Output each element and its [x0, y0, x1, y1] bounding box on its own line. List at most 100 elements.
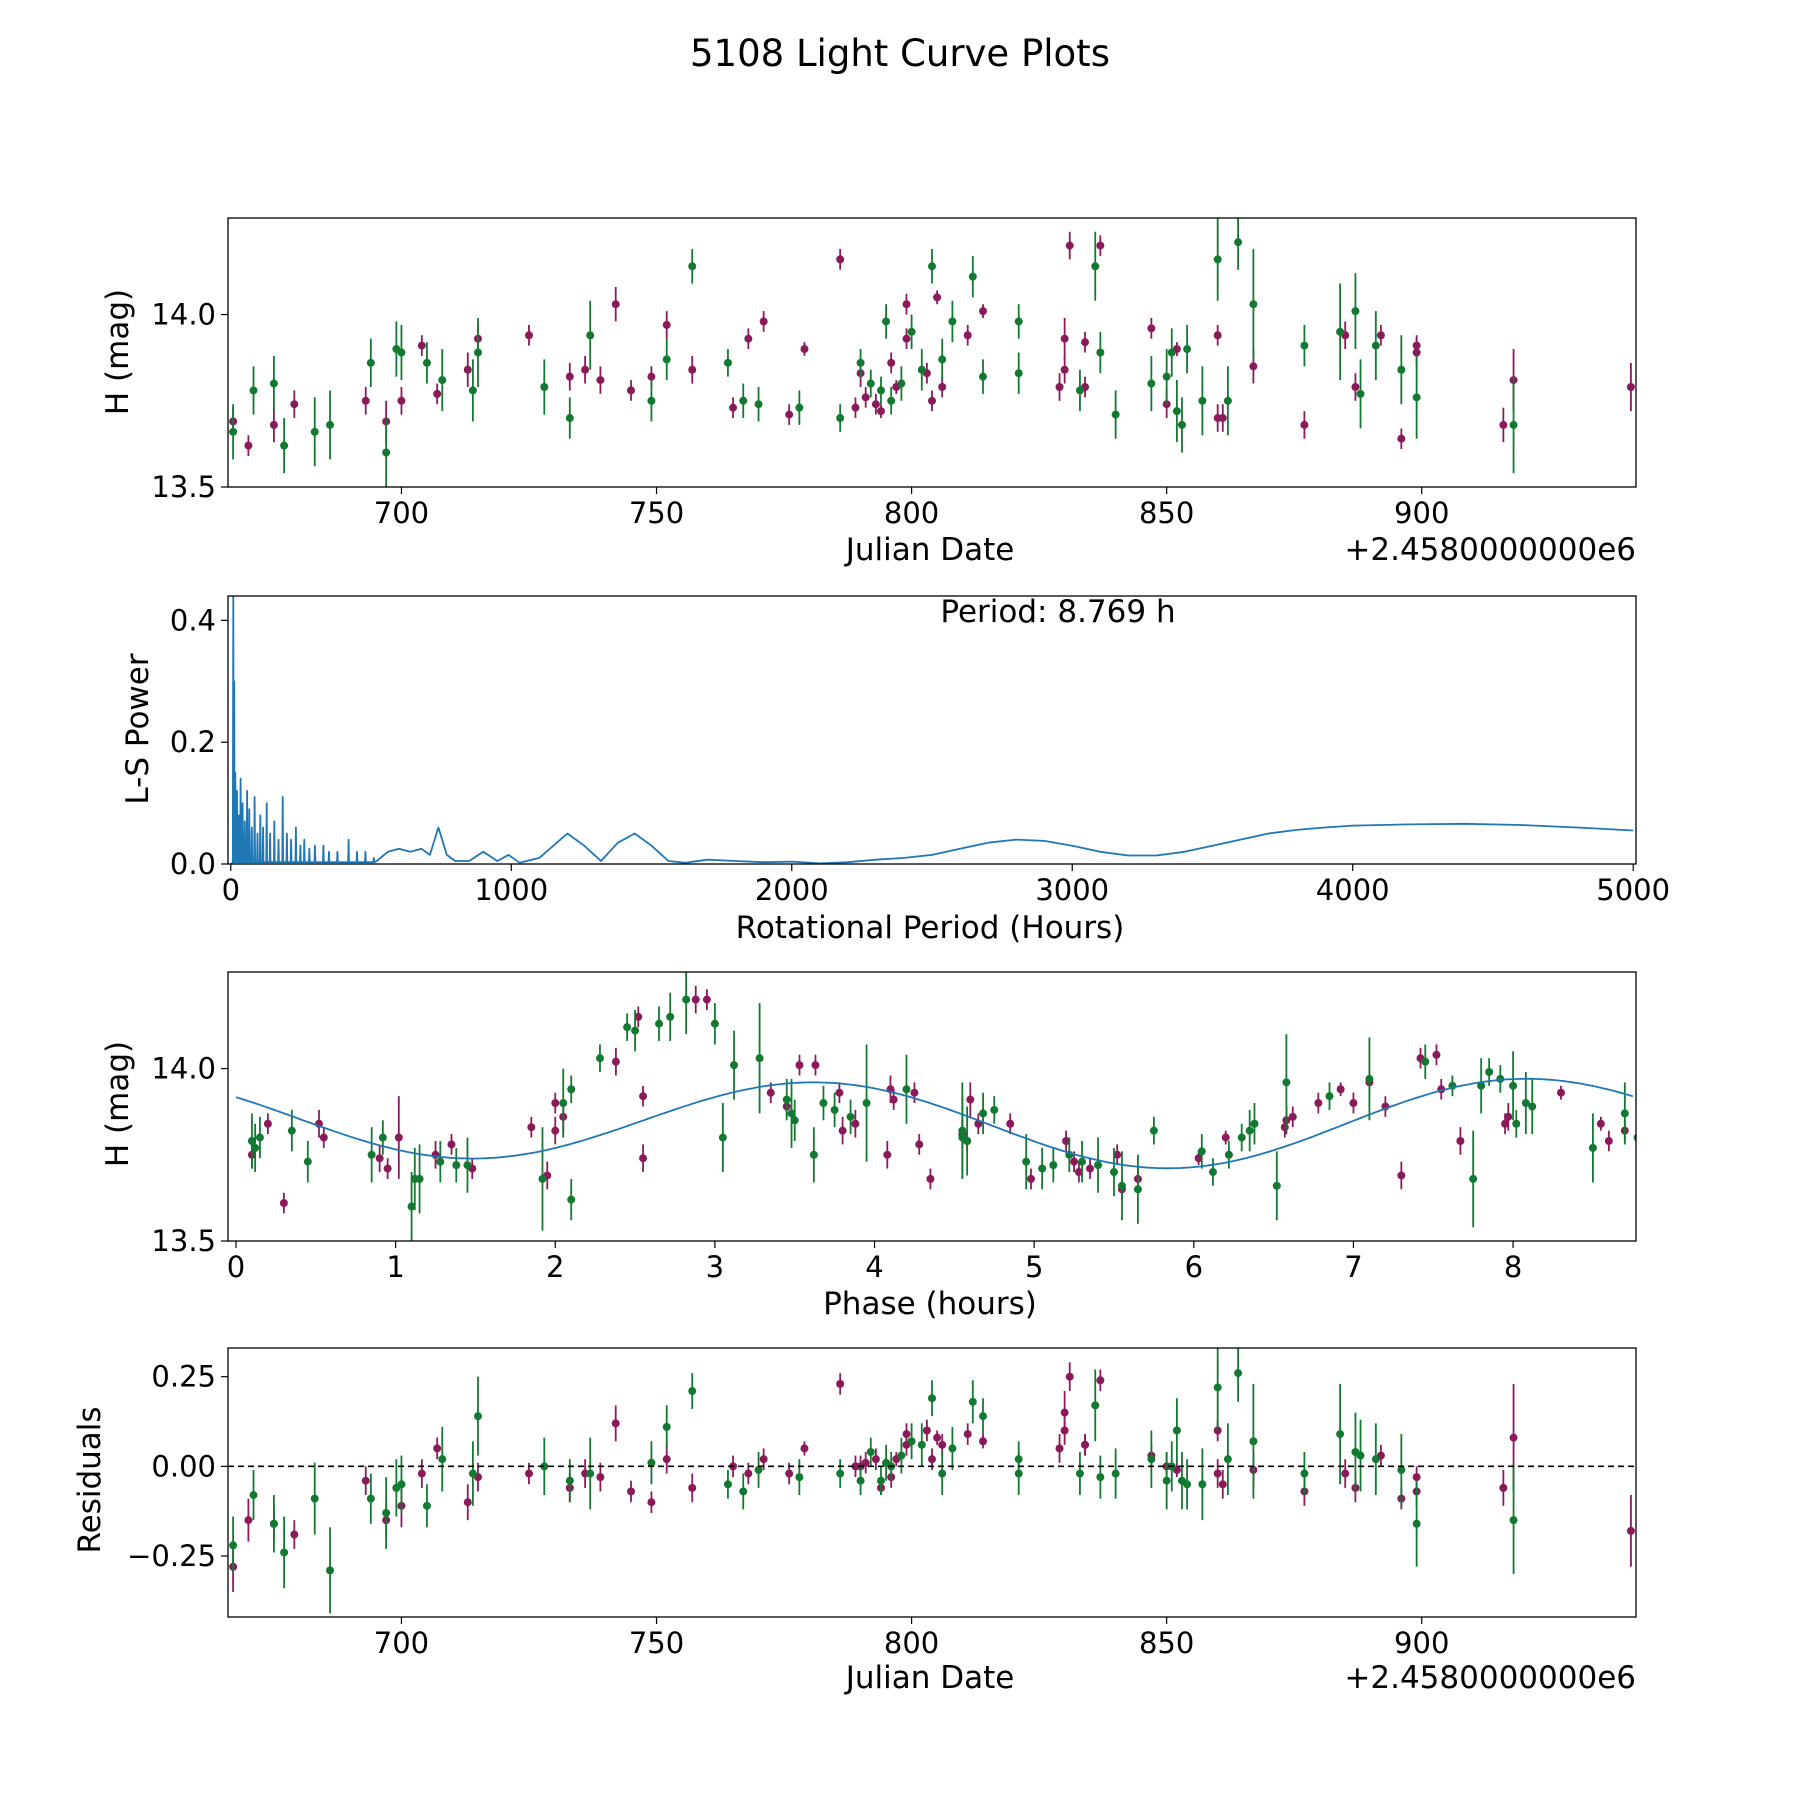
band_b-point	[1421, 1057, 1430, 1066]
band_b-point	[979, 1412, 988, 1421]
band_a-point	[627, 1487, 636, 1496]
band_a-point	[397, 396, 406, 405]
lightcurve-ylabel: H (mag)	[100, 289, 136, 415]
period-annotation: Period: 8.769 h	[940, 594, 1175, 630]
x-tick-label: 7	[1344, 1250, 1362, 1284]
band_a-point	[688, 1483, 697, 1492]
band_b-point	[968, 1397, 977, 1406]
band_a-point	[915, 1140, 924, 1149]
band_b-point	[1469, 1174, 1478, 1183]
band_b-point	[1183, 345, 1192, 354]
band_b-point	[1282, 1078, 1291, 1087]
band_b-point	[310, 1494, 319, 1503]
band_b-point	[1412, 393, 1421, 402]
band_b-point	[1272, 1181, 1281, 1190]
band_b-point	[1509, 1081, 1518, 1090]
periodogram-panel: Rotational Period (Hours) L-S Power Peri…	[120, 594, 1670, 946]
band_b-point	[229, 427, 238, 436]
band_a-point	[1065, 1372, 1074, 1381]
band_b-point	[251, 1143, 260, 1152]
band_a-point	[800, 1444, 809, 1453]
band_a-point	[361, 1476, 370, 1485]
residuals-ylabel: Residuals	[72, 1406, 108, 1553]
band_a-point	[639, 1154, 648, 1163]
band_b-point	[662, 1422, 671, 1431]
periodogram-ylabel: L-S Power	[120, 653, 156, 804]
band_b-point	[1397, 365, 1406, 374]
band_b-point	[846, 1112, 855, 1121]
band_b-point	[1250, 1119, 1259, 1128]
band_a-point	[1376, 331, 1385, 340]
band_a-point	[1070, 1157, 1079, 1166]
band_b-point	[897, 1451, 906, 1460]
band_b-point	[1588, 1143, 1597, 1152]
band_b-point	[928, 262, 936, 271]
band_a-point	[527, 1123, 536, 1132]
figure-title: 5108 Light Curve Plots	[690, 32, 1110, 75]
band_b-point	[538, 1174, 547, 1183]
band_a-point	[851, 403, 860, 412]
band_b-point	[917, 365, 926, 374]
band_b-point	[907, 1437, 916, 1446]
band_b-point	[830, 1105, 839, 1114]
band_b-point	[1234, 238, 1243, 247]
band_a-point	[394, 1133, 403, 1142]
band_a-point	[647, 1498, 656, 1507]
band_a-point	[938, 382, 947, 391]
band_b-point	[723, 358, 732, 367]
band_a-point	[838, 1126, 847, 1135]
band_b-point	[1022, 1157, 1031, 1166]
band_b-point	[397, 348, 406, 357]
axes-frame	[227, 595, 1637, 865]
band_b-point	[647, 1458, 656, 1467]
band_b-point	[882, 317, 891, 326]
phased-panel: Phase (hours) H (mag) 0 1 2 3 4 5 6 7 8 13.5 14.0	[100, 971, 1637, 1322]
band_a-point	[1499, 1483, 1508, 1492]
band_a-point	[463, 365, 472, 374]
band_b-point	[887, 396, 896, 405]
band_b-point	[326, 1566, 335, 1575]
band_b-point	[1351, 307, 1360, 316]
band_b-point	[1371, 1455, 1380, 1464]
band_a-point	[263, 1119, 272, 1128]
band_b-point	[856, 1476, 865, 1485]
band_b-point	[436, 1157, 445, 1166]
band_a-point	[835, 1088, 844, 1097]
band_a-point	[244, 441, 253, 450]
band_b-point	[819, 1099, 828, 1108]
band_a-point	[1096, 1376, 1105, 1385]
band_a-point	[1113, 1150, 1122, 1159]
periodogram-xlabel: Rotational Period (Hours)	[736, 910, 1125, 946]
band_a-point	[524, 331, 533, 340]
band_a-point	[1341, 1469, 1350, 1478]
band_a-point	[1412, 348, 1421, 357]
x-tick-label: 700	[374, 496, 429, 530]
band_b-point	[1620, 1109, 1629, 1118]
band_b-point	[1049, 1161, 1058, 1170]
band_b-point	[790, 1116, 799, 1125]
band_b-point	[938, 355, 947, 364]
y-tick-label: 13.5	[151, 470, 216, 504]
x-tick-label: 1000	[474, 873, 548, 907]
y-tick-label: −0.25	[127, 1539, 216, 1573]
band_b-point	[1223, 396, 1232, 405]
band_b-point	[287, 1126, 296, 1135]
y-tick-label: 0.25	[151, 1360, 216, 1394]
band_a-point	[933, 293, 942, 302]
y-tick-label: 14.0	[151, 298, 216, 332]
band_a-point	[1060, 365, 1069, 374]
band_b-point	[1198, 1480, 1207, 1489]
x-tick-label: 800	[884, 496, 939, 530]
band_a-point	[876, 407, 885, 416]
band_a-point	[836, 255, 845, 264]
lightcurve-series	[229, 218, 1635, 487]
band_b-point	[1014, 369, 1023, 378]
band_a-point	[1456, 1136, 1465, 1145]
band_b-point	[1300, 1469, 1309, 1478]
band_a-point	[1055, 382, 1064, 391]
band_a-point	[785, 410, 794, 419]
axes-frame	[227, 217, 1637, 488]
band_b-point	[567, 1085, 576, 1094]
